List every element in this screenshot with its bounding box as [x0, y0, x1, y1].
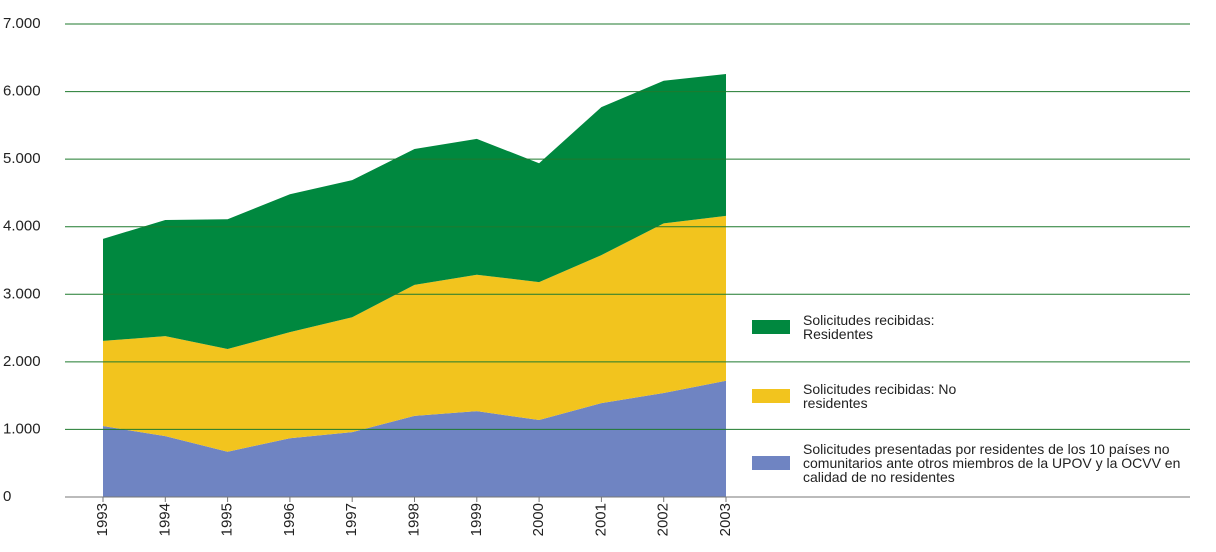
y-tick-label: 0 [3, 488, 11, 505]
y-tick-label: 1.000 [3, 420, 41, 437]
x-tick-label: 1994 [156, 503, 173, 536]
legend-label: Solicitudes recibidas: Residentes [803, 312, 935, 342]
x-tick-label: 2003 [717, 503, 734, 536]
y-tick-label: 4.000 [3, 218, 41, 235]
x-tick-label: 1997 [343, 503, 360, 536]
y-tick-label: 2.000 [3, 353, 41, 370]
area [103, 74, 726, 350]
x-tick-label: 2001 [592, 503, 609, 536]
x-tick-label: 1999 [468, 503, 485, 536]
y-tick-label: 5.000 [3, 150, 41, 167]
legend-label: Solicitudes presentadas por residentes d… [803, 441, 1181, 485]
legend-swatch [752, 320, 790, 334]
x-tick-label: 1993 [94, 503, 111, 536]
legend-swatch [752, 456, 790, 470]
legend-label: Solicitudes recibidas: No residentes [803, 381, 957, 411]
x-tick-label: 1996 [281, 503, 298, 536]
x-tick-label: 2002 [655, 503, 672, 536]
y-tick-label: 7.000 [3, 15, 41, 32]
legend-item: Solicitudes presentadas por residentes d… [752, 433, 1198, 493]
x-tick-label: 2000 [530, 503, 547, 536]
legend-swatch [752, 389, 790, 403]
y-tick-label: 3.000 [3, 285, 41, 302]
area [103, 380, 726, 497]
legend-item: Solicitudes recibidas: Residentes [752, 297, 973, 357]
x-tick-label: 1995 [219, 503, 236, 536]
y-tick-label: 6.000 [3, 83, 41, 100]
legend-item: Solicitudes recibidas: No residentes [752, 366, 973, 426]
area [103, 215, 726, 452]
x-tick-label: 1998 [405, 503, 422, 536]
